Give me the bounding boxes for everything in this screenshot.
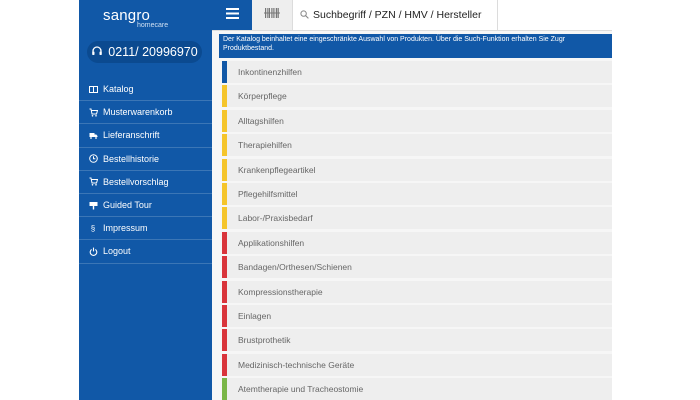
category-item[interactable]: Applikationshilfen bbox=[222, 231, 612, 254]
flag-icon bbox=[88, 200, 98, 210]
sidebar-item-label: Impressum bbox=[103, 223, 148, 234]
sidebar-item-musterwarenkorb[interactable]: Musterwarenkorb bbox=[79, 101, 212, 125]
app-frame: sangro homecare 0211/ 20996970 Katalog M… bbox=[79, 0, 612, 400]
category-item[interactable]: Atemtherapie und Tracheostomie bbox=[222, 378, 612, 400]
category-label: Alltagshilfen bbox=[238, 115, 284, 126]
category-item[interactable]: Labor-/Praxisbedarf bbox=[222, 207, 612, 230]
banner-line-1: Der Katalog beinhaltet eine eingeschränk… bbox=[223, 36, 566, 43]
sidebar-item-label: Katalog bbox=[103, 84, 134, 95]
sidebar-item-bestellvorschlag[interactable]: Bestellvorschlag bbox=[79, 171, 212, 194]
sidebar-item-lieferanschrift[interactable]: Lieferanschrift bbox=[79, 124, 212, 148]
sidebar-item-label: Lieferanschrift bbox=[103, 130, 160, 141]
category-label: Therapiehilfen bbox=[238, 140, 292, 151]
sidebar-item-label: Bestellhistorie bbox=[103, 153, 160, 164]
category-item[interactable]: Bandagen/Orthesen/Schienen bbox=[222, 256, 612, 279]
sidebar-item-impressum[interactable]: § Impressum bbox=[79, 217, 212, 241]
catalog-info-banner: Der Katalog beinhaltet eine eingeschränk… bbox=[219, 34, 612, 58]
category-item[interactable]: Alltagshilfen bbox=[222, 109, 612, 132]
sidebar-item-bestellhistorie[interactable]: Bestellhistorie bbox=[79, 148, 212, 171]
barcode-scan-button[interactable] bbox=[252, 0, 293, 30]
logo[interactable]: sangro homecare bbox=[103, 7, 168, 29]
category-label: Labor-/Praxisbedarf bbox=[238, 213, 313, 224]
category-item[interactable]: Brustprothetik bbox=[222, 329, 612, 352]
headset-icon bbox=[91, 45, 103, 60]
category-label: Pflegehilfsmittel bbox=[238, 188, 298, 199]
category-label: Medizinisch-technische Geräte bbox=[238, 359, 355, 370]
sidebar-item-guided-tour[interactable]: Guided Tour bbox=[79, 194, 212, 218]
topbar-divider bbox=[497, 0, 498, 30]
barcode-icon bbox=[264, 6, 280, 24]
category-item[interactable]: Körperpflege bbox=[222, 85, 612, 108]
category-item[interactable]: Kompressionstherapie bbox=[222, 280, 612, 303]
search-bar[interactable] bbox=[300, 5, 490, 25]
phone-hotline[interactable]: 0211/ 20996970 bbox=[87, 41, 202, 63]
section-icon: § bbox=[90, 223, 96, 233]
sidebar-item-logout[interactable]: Logout bbox=[79, 240, 212, 264]
power-icon bbox=[88, 246, 98, 256]
truck-icon bbox=[88, 130, 98, 140]
search-icon bbox=[300, 6, 313, 24]
cart-icon bbox=[88, 107, 98, 117]
category-list: Inkontinenzhilfen Körperpflege Alltagshi… bbox=[222, 61, 612, 400]
logo-sub: homecare bbox=[137, 22, 169, 29]
hamburger-icon bbox=[225, 6, 239, 24]
logo-brand: sangro bbox=[103, 7, 151, 24]
search-input[interactable] bbox=[313, 9, 483, 21]
sidebar-item-label: Musterwarenkorb bbox=[103, 107, 173, 118]
sidebar-item-label: Logout bbox=[103, 246, 131, 257]
category-label: Bandagen/Orthesen/Schienen bbox=[238, 262, 352, 273]
sidebar-item-label: Guided Tour bbox=[103, 200, 152, 211]
banner-line-2: Produktbestand. bbox=[223, 44, 274, 52]
category-item[interactable]: Einlagen bbox=[222, 304, 612, 327]
category-label: Krankenpflegeartikel bbox=[238, 164, 316, 175]
category-label: Applikationshilfen bbox=[238, 237, 305, 248]
category-item[interactable]: Pflegehilfsmittel bbox=[222, 182, 612, 205]
category-item[interactable]: Therapiehilfen bbox=[222, 134, 612, 157]
phone-number: 0211/ 20996970 bbox=[108, 45, 198, 59]
category-item[interactable]: Inkontinenzhilfen bbox=[222, 61, 612, 83]
category-label: Inkontinenzhilfen bbox=[238, 67, 302, 77]
sidebar: sangro homecare 0211/ 20996970 Katalog M… bbox=[79, 0, 212, 400]
menu-button[interactable] bbox=[212, 0, 252, 30]
top-bar bbox=[212, 0, 612, 31]
category-item[interactable]: Medizinisch-technische Geräte bbox=[222, 353, 612, 376]
category-label: Kompressionstherapie bbox=[238, 286, 323, 297]
clock-icon bbox=[88, 154, 98, 164]
sidebar-item-label: Bestellvorschlag bbox=[103, 176, 169, 187]
sidebar-nav: Katalog Musterwarenkorb Lieferanschrift … bbox=[79, 78, 212, 264]
cart-icon bbox=[88, 177, 98, 187]
category-item[interactable]: Krankenpflegeartikel bbox=[222, 158, 612, 181]
category-label: Atemtherapie und Tracheostomie bbox=[238, 384, 364, 395]
category-label: Körperpflege bbox=[238, 91, 287, 102]
category-label: Einlagen bbox=[238, 310, 272, 321]
catalog-icon bbox=[88, 84, 98, 94]
category-label: Brustprothetik bbox=[238, 335, 291, 346]
sidebar-item-katalog[interactable]: Katalog bbox=[79, 78, 212, 102]
